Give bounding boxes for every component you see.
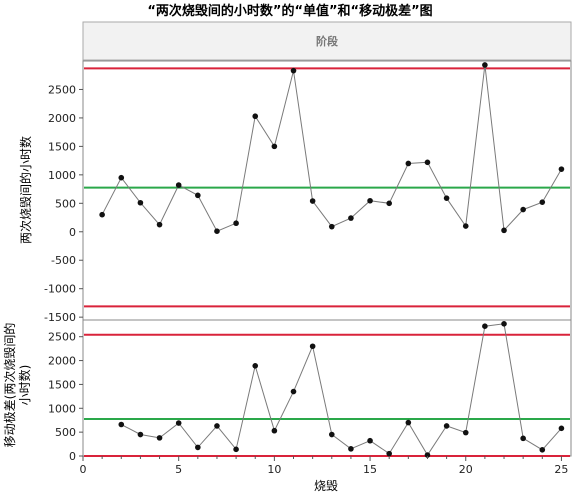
data-point (233, 446, 239, 453)
moving-range-chart-panel: 0 500 1000 1500 2000 2500 (48, 319, 572, 463)
data-point (539, 446, 546, 453)
y-tick-label: 500 (55, 426, 76, 439)
data-point (424, 159, 431, 166)
panel-frame (82, 319, 572, 457)
data-point (309, 343, 316, 350)
y-axis-label-moving-range: 移动极差(两次烧毁间的小时数) (2, 323, 32, 448)
data-point (462, 223, 469, 229)
y-tick-label: 2000 (48, 112, 76, 125)
data-point (156, 435, 163, 441)
data-point (520, 435, 526, 442)
y-tick-label: 0 (69, 226, 76, 239)
data-point (348, 215, 354, 221)
data-point (156, 221, 163, 228)
data-point (482, 323, 488, 330)
data-point (309, 198, 316, 204)
data-point (367, 437, 373, 444)
y-tick-label: -1500 (44, 311, 76, 324)
data-point (137, 199, 144, 206)
data-point (118, 174, 125, 181)
data-point (501, 321, 507, 327)
y-tick-label: -1000 (44, 283, 76, 296)
data-point (405, 419, 412, 426)
data-point (482, 62, 488, 68)
phase-label: 阶段 (316, 34, 338, 48)
y-tick-label: 1000 (48, 402, 76, 415)
data-point (558, 425, 565, 432)
y-tick-label: 2500 (48, 331, 76, 344)
data-point (195, 192, 201, 199)
individual-chart-panel: -1500 -1000 -500 0 500 1000 1500 2000 2500 (44, 60, 572, 324)
panel-frame (82, 60, 572, 321)
data-point (539, 199, 546, 205)
x-axis: 0 5 10 15 20 25 (80, 456, 568, 476)
data-point (233, 220, 239, 227)
x-tick-label: 15 (363, 463, 377, 476)
x-tick-label: 0 (80, 463, 87, 476)
data-point (271, 143, 278, 150)
x-tick-label: 5 (175, 463, 182, 476)
series-line (101, 64, 562, 232)
data-point (175, 420, 182, 426)
data-point (328, 431, 335, 438)
data-point (214, 228, 220, 234)
data-point (386, 200, 392, 207)
data-point (290, 67, 297, 74)
data-point (118, 421, 125, 428)
data-point (424, 452, 431, 458)
data-point (175, 182, 182, 188)
data-point (367, 197, 373, 204)
data-point (290, 388, 297, 395)
data-point (405, 160, 412, 167)
data-point (252, 113, 259, 120)
y-tick-label: 0 (69, 450, 76, 463)
data-point (328, 223, 335, 230)
y-tick-label: 2000 (48, 355, 76, 368)
x-axis-label: 烧毁 (314, 478, 338, 493)
data-point (386, 450, 392, 457)
y-tick-label: 500 (55, 197, 76, 210)
chart-title: “两次烧毁间的小时数”的“单值”和“移动极差”图 (147, 3, 432, 19)
data-point (348, 446, 354, 452)
data-point (99, 211, 105, 218)
data-point (214, 423, 220, 429)
data-point (520, 206, 526, 213)
y-axis-label-moving-range-line1: 移动极差(两次烧毁间的 (2, 323, 17, 448)
phase-header-box (82, 21, 572, 61)
y-tick-label: 2500 (48, 83, 76, 96)
x-tick-label: 20 (459, 463, 473, 476)
y-tick-label: 1000 (48, 169, 76, 182)
x-tick-label: 10 (267, 463, 281, 476)
x-tick-label: 25 (554, 463, 568, 476)
data-point (501, 227, 507, 234)
y-axis-label-moving-range-line2: 小时数) (17, 365, 32, 406)
y-tick-label: 1500 (48, 378, 76, 391)
data-point (271, 427, 278, 434)
data-point (443, 423, 450, 429)
y-tick-label: 1500 (48, 140, 76, 153)
y-tick-label: -500 (51, 254, 76, 267)
series-line (121, 323, 562, 456)
data-point (558, 166, 565, 172)
data-point (195, 444, 201, 451)
data-point (443, 195, 450, 201)
data-point (252, 363, 259, 369)
y-axis-label-individual: 两次烧毁间的小时数 (18, 136, 33, 244)
data-point (462, 429, 469, 436)
data-point (137, 431, 144, 438)
